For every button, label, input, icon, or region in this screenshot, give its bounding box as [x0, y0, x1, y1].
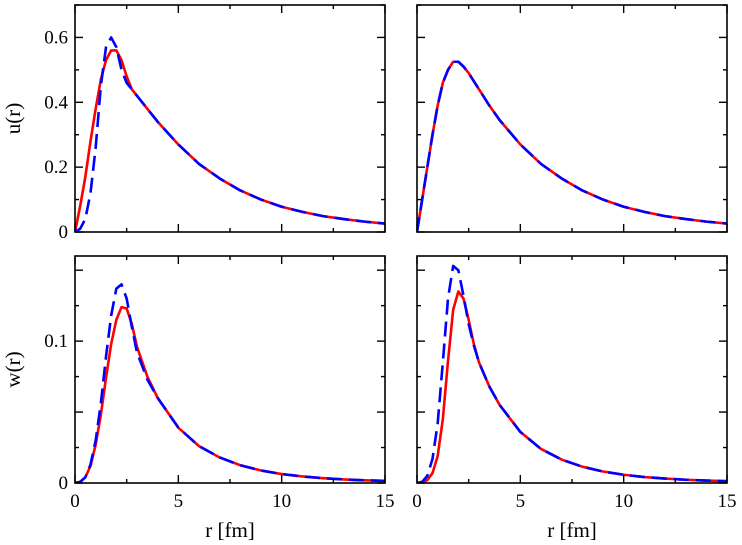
panel-bottom-right: 0 5 10 15 r [fm] [412, 255, 737, 542]
x-tick-label: 10 [614, 491, 633, 512]
series-line-dashed-blue [75, 36, 385, 232]
y-tick-label: 0.6 [44, 27, 68, 48]
x-tick-label: 5 [174, 491, 184, 512]
x-tick-label: 0 [70, 491, 80, 512]
series-line-solid-red [417, 60, 727, 232]
x-tick-label: 0 [412, 491, 422, 512]
y-tick-label: 0.4 [44, 92, 68, 113]
plot-frame [74, 255, 386, 484]
x-tick-label: 15 [718, 491, 737, 512]
x-axis-label: r [fm] [205, 518, 255, 542]
panel-bottom-left: 0 5 10 15 0 0.1 r [fm] w(r) [1, 255, 395, 542]
y-axis-label: u(r) [1, 103, 25, 134]
series-line-solid-red [75, 305, 385, 483]
y-tick-label: 0.2 [44, 157, 68, 178]
y-tick-label: 0 [59, 222, 69, 243]
panel-top-left: 0 0.2 0.4 0.6 u(r) [1, 4, 386, 243]
plot-frame [416, 4, 728, 233]
x-tick-label: 10 [272, 491, 291, 512]
x-axis-label: r [fm] [547, 518, 597, 542]
panel-top-right [416, 4, 728, 233]
series-line-dashed-blue [417, 60, 727, 232]
series-line-solid-red [417, 290, 727, 483]
x-tick-label: 15 [376, 491, 395, 512]
y-axis-label: w(r) [1, 351, 25, 387]
series-line-solid-red [75, 49, 385, 232]
series-line-dashed-blue [75, 283, 385, 483]
y-tick-label: 0.1 [44, 331, 68, 352]
series-line-dashed-blue [417, 264, 727, 483]
y-tick-label: 0 [59, 473, 69, 494]
x-tick-label: 5 [516, 491, 526, 512]
plot-frame [74, 4, 386, 233]
